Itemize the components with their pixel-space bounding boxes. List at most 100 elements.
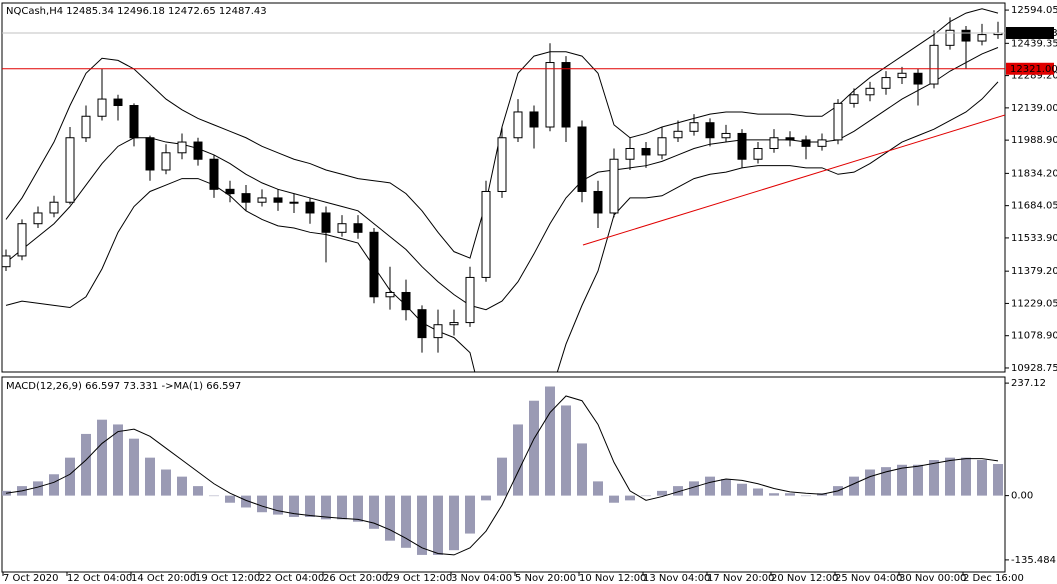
macd-bar	[881, 467, 891, 496]
candle-body	[497, 137, 507, 192]
macd-bar	[321, 495, 331, 520]
candle-body	[81, 115, 91, 139]
band-middle	[5, 47, 999, 311]
price-panel	[1, 2, 1006, 373]
candle-body	[657, 137, 667, 156]
candle-body	[577, 126, 587, 192]
candle-body	[721, 132, 731, 139]
candle-body	[801, 139, 811, 147]
y-tick-label: 11988.90	[1011, 135, 1057, 146]
candle-body	[241, 193, 251, 203]
macd-bar	[465, 495, 475, 534]
candle-body	[257, 197, 267, 203]
x-tick-label: 7 Oct 2020	[3, 573, 58, 584]
candle-body	[513, 111, 523, 139]
x-tick-label: 2 Dec 16:00	[963, 573, 1024, 584]
candle-body	[273, 197, 283, 203]
macd-bar	[705, 476, 715, 496]
macd-bar	[689, 481, 699, 496]
macd-bar	[897, 464, 907, 496]
x-tick-label: 19 Oct 12:00	[195, 573, 260, 584]
level-box	[1006, 62, 1054, 75]
candle-body	[737, 132, 747, 160]
x-tick-label: 5 Nov 20:00	[515, 573, 576, 584]
macd-bar	[513, 424, 523, 496]
x-tick-label: 29 Oct 12:00	[387, 573, 452, 584]
candle-body	[17, 223, 27, 257]
candle-body	[161, 152, 171, 171]
macd-bar	[801, 495, 811, 497]
candle-body	[353, 223, 363, 233]
macd-bar	[785, 493, 795, 496]
macd-bar	[273, 495, 283, 515]
candle-body	[401, 291, 411, 311]
macd-bar	[257, 495, 267, 513]
macd-bar	[721, 479, 731, 496]
macd-bar	[241, 495, 251, 508]
y-tick-label: 11834.20	[1011, 168, 1057, 179]
candle-body	[129, 105, 139, 139]
candle-body	[65, 137, 75, 203]
macd-bar	[977, 460, 987, 496]
macd-bar	[193, 486, 203, 496]
macd-bar	[545, 386, 555, 496]
macd-bar	[625, 495, 635, 501]
macd-bar	[641, 495, 651, 497]
macd-bar	[913, 464, 923, 496]
x-tick-label: 22 Oct 04:00	[259, 573, 324, 584]
candle-body	[305, 201, 315, 214]
candle-body	[465, 276, 475, 324]
candle-body	[145, 137, 155, 171]
candle-body	[369, 231, 379, 298]
macd-bar	[337, 495, 347, 520]
candle-body	[817, 139, 827, 147]
y-tick-label: 12289.20	[1011, 71, 1057, 82]
y-tick-label: 0.00	[1011, 491, 1033, 502]
macd-bar	[49, 474, 59, 496]
macd-bar	[353, 495, 363, 522]
macd-plot	[2, 386, 1003, 556]
macd-bar	[145, 457, 155, 496]
macd-bar	[577, 443, 587, 496]
candle-body	[545, 62, 555, 128]
macd-bar	[529, 400, 539, 496]
macd-bar	[449, 495, 459, 551]
macd-bar	[33, 481, 43, 496]
candle-body	[289, 201, 299, 204]
candle-body	[33, 212, 43, 225]
candle-body	[881, 77, 891, 89]
candle-body	[209, 158, 219, 190]
candle-body	[705, 122, 715, 139]
macd-bar	[417, 495, 427, 555]
candle-body	[225, 188, 235, 195]
macd-bar	[385, 495, 395, 541]
last-price-box	[1006, 26, 1054, 39]
price-title: NQCash,H4 12485.34 12496.18 12472.65 124…	[6, 6, 267, 17]
y-tick-label: 10928.75	[1011, 363, 1057, 374]
candle-body	[193, 141, 203, 160]
candle-body	[49, 201, 59, 214]
macd-bar	[945, 457, 955, 496]
macd-bar	[673, 486, 683, 496]
macd-bar	[129, 438, 139, 496]
macd-bar	[865, 469, 875, 496]
last-price-label: 12487.43	[1010, 28, 1057, 39]
y-tick-label: 11533.90	[1011, 233, 1057, 244]
y-tick-label: 11078.90	[1011, 331, 1057, 342]
candle-body	[113, 98, 123, 107]
macd-bar	[497, 457, 507, 496]
level-label: 12321.00	[1010, 64, 1057, 75]
macd-panel	[1, 376, 1006, 573]
candle-body	[833, 102, 843, 141]
x-tick-label: 3 Nov 04:00	[451, 573, 512, 584]
candle-body	[689, 122, 699, 132]
candle-body	[865, 87, 875, 96]
candle-body	[913, 72, 923, 85]
candle-body	[961, 29, 971, 42]
candle-body	[609, 158, 619, 214]
macd-bar	[737, 483, 747, 496]
x-tick-label: 10 Nov 12:00	[579, 573, 646, 584]
macd-bar	[433, 495, 443, 555]
macd-bar	[849, 476, 859, 496]
candle-body	[977, 34, 987, 42]
